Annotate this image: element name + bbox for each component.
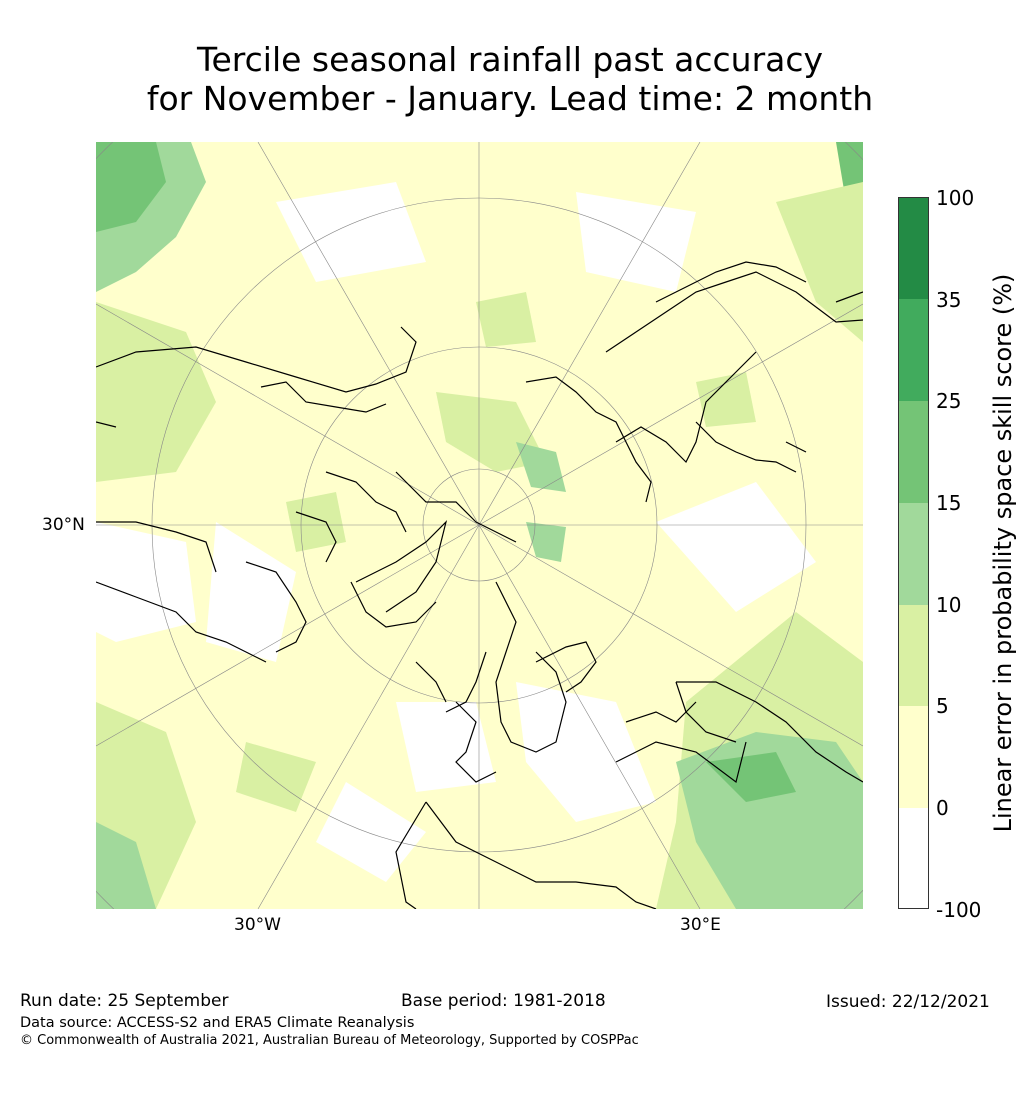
colorbar-seg-35-100 <box>899 198 928 300</box>
colorbar-tick-minus100: -100 <box>936 898 982 922</box>
skill-patches <box>96 142 863 909</box>
colorbar <box>898 197 929 909</box>
colorbar-tick-10: 10 <box>936 593 962 617</box>
issued-date: Issued: 22/12/2021 <box>826 992 990 1012</box>
colorbar-tick-15: 15 <box>936 491 962 515</box>
colorbar-tick-0: 0 <box>936 796 949 820</box>
run-date: Run date: 25 September <box>20 991 229 1011</box>
colorbar-seg-15-25 <box>899 401 928 504</box>
base-period: Base period: 1981-2018 <box>401 991 606 1011</box>
colorbar-seg-10-15 <box>899 503 928 606</box>
graticule <box>96 142 863 909</box>
map-title: Tercile seasonal rainfall past accuracy … <box>0 40 1020 118</box>
colorbar-tick-5: 5 <box>936 694 949 718</box>
colorbar-tick-35: 35 <box>936 288 962 312</box>
copyright: © Commonwealth of Australia 2021, Austra… <box>20 1033 639 1048</box>
colorbar-seg-0-5 <box>899 706 928 809</box>
lat-label-30n: 30°N <box>42 515 85 535</box>
coastlines <box>96 261 863 909</box>
colorbar-seg-minus100-0 <box>899 808 928 908</box>
polar-map-svg <box>96 142 863 909</box>
title-line-2: for November - January. Lead time: 2 mon… <box>146 79 874 118</box>
title-line-1: Tercile seasonal rainfall past accuracy <box>196 40 824 79</box>
colorbar-seg-5-10 <box>899 605 928 707</box>
colorbar-tick-100: 100 <box>936 186 975 210</box>
lon-label-30e: 30°E <box>680 915 721 935</box>
lon-label-30w: 30°W <box>234 915 281 935</box>
colorbar-seg-25-35 <box>899 299 928 402</box>
data-source: Data source: ACCESS-S2 and ERA5 Climate … <box>20 1015 415 1031</box>
polar-map <box>96 142 863 909</box>
colorbar-label: Linear error in probability space skill … <box>989 273 1017 833</box>
colorbar-tick-25: 25 <box>936 389 962 413</box>
